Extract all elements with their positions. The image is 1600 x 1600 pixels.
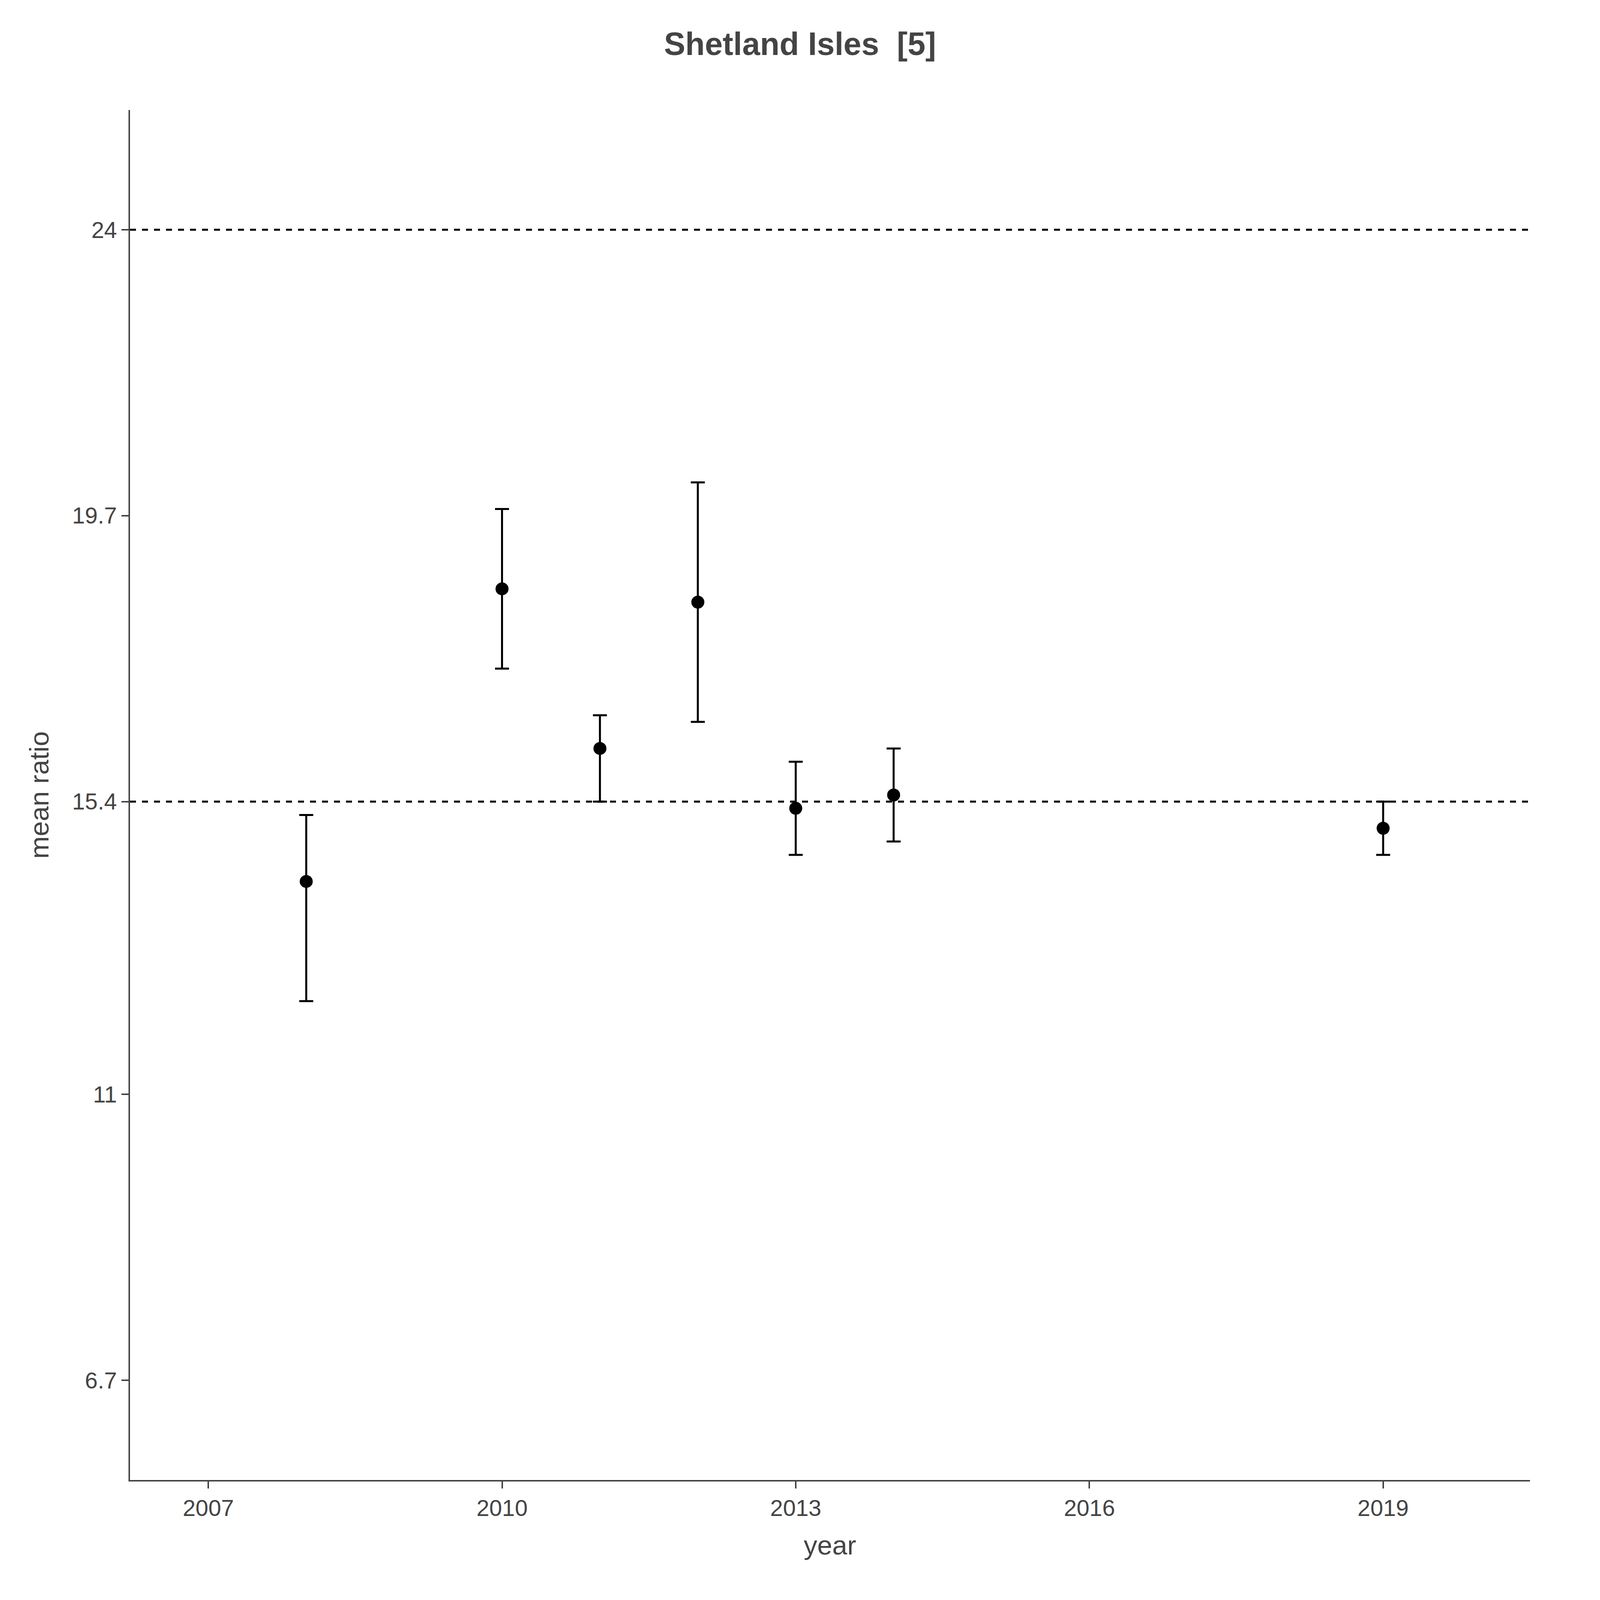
svg-text:2019: 2019 — [1357, 1495, 1409, 1521]
svg-text:11: 11 — [93, 1081, 117, 1108]
svg-text:6.7: 6.7 — [85, 1367, 117, 1394]
svg-text:year: year — [803, 1530, 856, 1560]
svg-text:2007: 2007 — [182, 1495, 234, 1521]
svg-text:2010: 2010 — [476, 1495, 528, 1521]
svg-text:Shetland Isles [5]: Shetland Isles [5] — [664, 26, 936, 62]
svg-text:24: 24 — [91, 217, 117, 243]
svg-text:mean ratio: mean ratio — [24, 731, 54, 859]
svg-text:15.4: 15.4 — [72, 788, 117, 815]
svg-text:2013: 2013 — [770, 1495, 821, 1521]
svg-text:19.7: 19.7 — [72, 502, 117, 529]
svg-text:2016: 2016 — [1064, 1495, 1115, 1521]
